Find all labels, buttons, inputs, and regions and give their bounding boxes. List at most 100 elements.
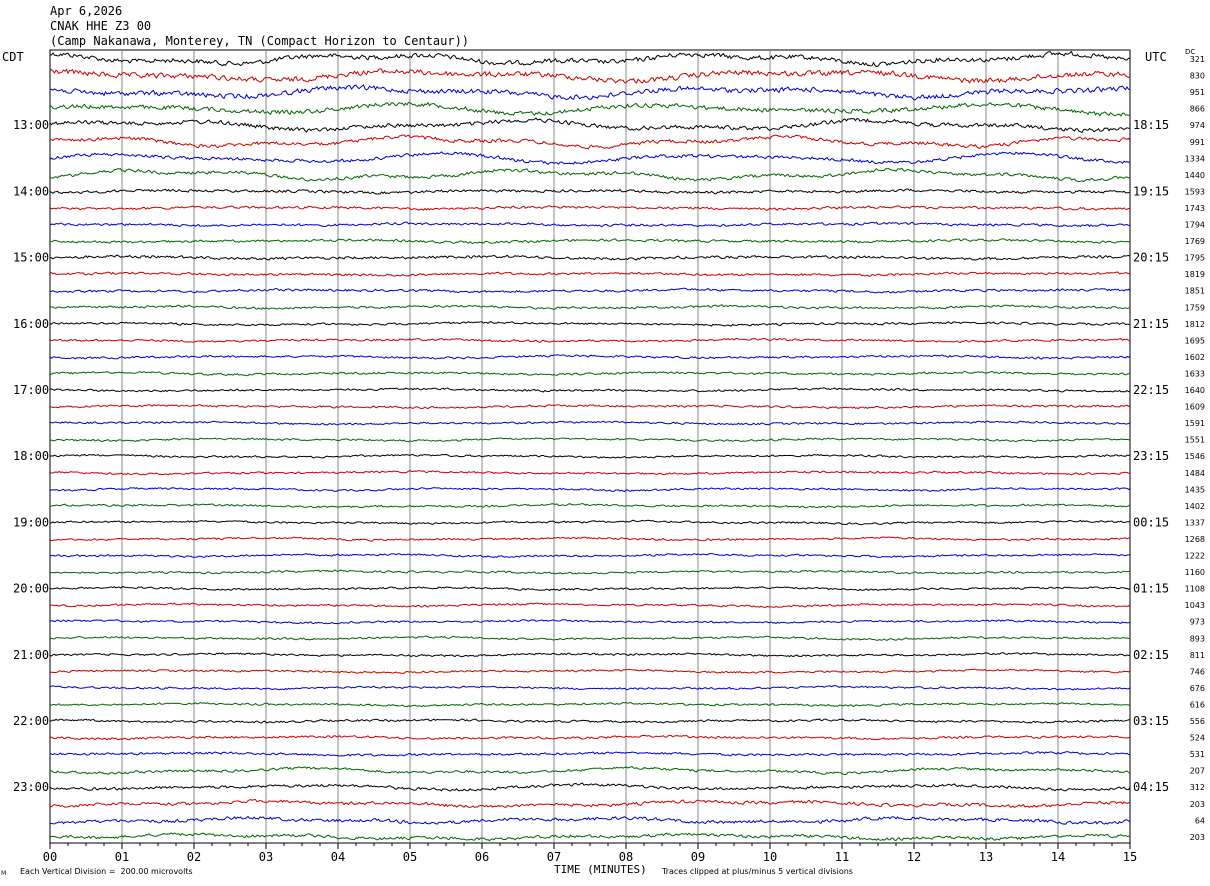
dc-offset-label: 616 [1190,700,1205,709]
dc-offset-label: 312 [1190,783,1205,792]
right-hour-label: 19:15 [1133,184,1169,198]
plot-frame [49,49,1131,844]
location-label: (Camp Nakanawa, Monterey, TN (Compact Ho… [50,34,470,48]
x-tick-label: 10 [763,850,777,864]
trace-row-24 [49,453,1131,459]
right-hour-label: 23:15 [1133,449,1169,463]
dc-offset-label: 991 [1190,138,1205,147]
dc-offset-label: 1743 [1185,204,1205,213]
right-hour-label: 18:15 [1133,118,1169,132]
trace-row-41 [49,734,1131,741]
dc-offset-label: 973 [1190,618,1205,627]
dc-offset-label: 1640 [1185,386,1205,395]
x-tick-label: 07 [547,850,561,864]
trace-row-2 [49,84,1131,101]
trace-row-22 [49,420,1131,426]
trace-row-6 [49,151,1131,165]
trace-row-7 [49,167,1131,183]
x-tick-label: 08 [619,850,633,864]
dc-offset-label: 1402 [1185,502,1205,511]
trace-row-1 [49,68,1131,84]
trace-row-0 [49,50,1131,68]
trace-row-40 [49,718,1131,724]
x-tick-label: 11 [835,850,849,864]
clip-note: Traces clipped at plus/minus 5 vertical … [662,867,853,876]
trace-row-5 [49,134,1131,150]
trace-row-45 [49,798,1131,809]
corner-mark: M [1,870,7,877]
dc-offset-label: 1759 [1185,303,1205,312]
dc-offset-label: 531 [1190,750,1205,759]
trace-row-23 [49,437,1130,443]
trace-row-3 [49,101,1131,117]
dc-offset-label: 1795 [1185,254,1205,263]
trace-row-20 [49,387,1131,393]
trace-row-44 [49,782,1131,792]
dc-offset-label: 1593 [1185,187,1205,196]
left-hour-label: 20:00 [13,582,49,596]
trace-row-29 [49,536,1131,542]
x-tick-label: 02 [187,850,201,864]
trace-row-37 [49,668,1131,674]
trace-row-47 [49,832,1131,842]
right-timezone-label: UTC [1145,50,1167,64]
x-axis-title: TIME (MINUTES) [554,863,647,876]
right-hour-label: 01:15 [1133,582,1169,596]
dc-offset-label: 1435 [1185,485,1205,494]
dc-offset-label: 207 [1190,767,1205,776]
right-hour-label: 21:15 [1133,317,1169,331]
dc-offset-label: 893 [1190,634,1205,643]
dc-offset-label: 1812 [1185,320,1205,329]
station-label: CNAK HHE Z3 00 [50,19,152,33]
trace-row-9 [49,205,1131,211]
dc-offset-label: 1609 [1185,403,1205,412]
dc-offset-label: 1851 [1185,287,1205,296]
right-hour-label: 04:15 [1133,780,1169,794]
dc-offset-label: 203 [1190,800,1205,809]
x-tick-label: 15 [1123,850,1137,864]
left-hour-label: 13:00 [13,118,49,132]
x-tick-label: 06 [475,850,489,864]
dc-offset-label: 1440 [1185,171,1205,180]
left-timezone-label: CDT [2,50,24,64]
right-hour-label: 20:15 [1133,251,1169,265]
trace-row-42 [49,751,1130,757]
left-hour-label: 14:00 [13,184,49,198]
trace-row-30 [49,552,1131,558]
x-tick-label: 00 [43,850,57,864]
right-hour-label: 03:15 [1133,714,1169,728]
date-label: Apr 6,2026 [50,4,123,18]
trace-row-15 [49,304,1131,310]
trace-row-28 [50,519,1131,526]
dc-offset-label: 1160 [1185,568,1205,577]
x-tick-label: 09 [691,850,705,864]
trace-row-4 [49,117,1131,134]
dc-offset-label: 1551 [1185,436,1205,445]
left-hour-label: 21:00 [13,648,49,662]
dc-offset-label: 1591 [1185,419,1205,428]
left-hour-label: 19:00 [13,515,49,529]
dc-offset-label: 1695 [1185,336,1205,345]
dc-offset-label: 1222 [1185,552,1205,561]
x-tick-label: 12 [907,850,921,864]
x-tick-label: 14 [1051,850,1065,864]
trace-row-25 [49,470,1131,476]
dc-offset-label: 830 [1190,72,1205,81]
scale-note: Each Vertical Division = 200.00 microvol… [20,867,193,876]
dc-offset-label: 1546 [1185,452,1205,461]
right-hour-label: 02:15 [1133,648,1169,662]
x-tick-label: 05 [403,850,417,864]
trace-row-35 [49,635,1131,641]
trace-row-21 [49,404,1131,410]
trace-row-39 [49,701,1131,708]
trace-row-34 [49,619,1131,625]
dc-offset-label: 64 [1195,816,1205,825]
trace-row-8 [49,188,1131,195]
dc-offset-label: 203 [1190,833,1205,842]
left-hour-label: 22:00 [13,714,49,728]
trace-row-13 [49,271,1131,277]
trace-row-43 [50,766,1131,776]
trace-row-17 [49,337,1131,344]
x-tick-label: 03 [259,850,273,864]
left-hour-label: 18:00 [13,449,49,463]
